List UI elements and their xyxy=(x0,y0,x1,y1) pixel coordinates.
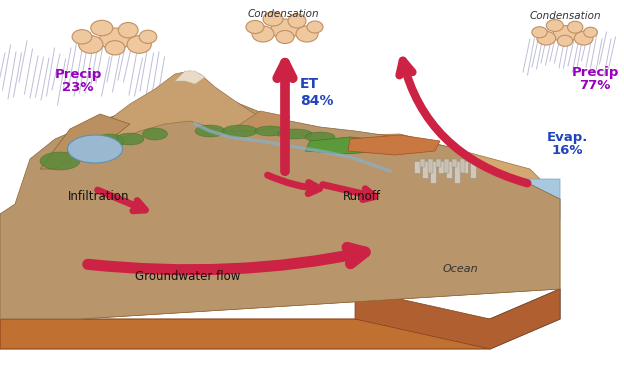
Text: Ocean: Ocean xyxy=(442,264,478,274)
Ellipse shape xyxy=(307,21,323,33)
FancyArrowPatch shape xyxy=(323,185,375,200)
FancyArrowPatch shape xyxy=(88,247,365,270)
Polygon shape xyxy=(330,169,560,249)
Text: 16%: 16% xyxy=(551,144,583,157)
Polygon shape xyxy=(0,289,560,349)
Ellipse shape xyxy=(105,41,125,55)
Bar xyxy=(428,159,433,173)
Bar xyxy=(470,161,476,178)
Ellipse shape xyxy=(263,12,283,26)
Polygon shape xyxy=(348,135,440,155)
Text: Groundwater flow: Groundwater flow xyxy=(135,269,241,282)
Ellipse shape xyxy=(252,26,274,42)
Ellipse shape xyxy=(67,144,102,158)
Bar xyxy=(436,159,441,167)
Bar xyxy=(422,161,428,178)
Polygon shape xyxy=(305,137,390,154)
Ellipse shape xyxy=(296,26,318,42)
Ellipse shape xyxy=(223,125,258,137)
FancyArrowPatch shape xyxy=(399,61,527,183)
Ellipse shape xyxy=(255,126,285,136)
Polygon shape xyxy=(0,134,560,319)
Ellipse shape xyxy=(127,36,151,53)
Bar xyxy=(462,161,468,173)
Bar xyxy=(438,161,444,173)
FancyArrowPatch shape xyxy=(268,175,319,194)
Bar xyxy=(454,161,460,183)
Ellipse shape xyxy=(91,20,113,36)
Polygon shape xyxy=(230,111,290,131)
Ellipse shape xyxy=(271,19,299,39)
Text: Condensation: Condensation xyxy=(529,11,601,21)
Ellipse shape xyxy=(79,36,103,53)
Ellipse shape xyxy=(195,125,225,137)
Ellipse shape xyxy=(288,14,306,28)
Polygon shape xyxy=(0,79,560,319)
Bar xyxy=(420,159,425,167)
Ellipse shape xyxy=(139,30,157,44)
Polygon shape xyxy=(40,114,130,169)
Text: 84%: 84% xyxy=(300,94,333,108)
Text: Runoff: Runoff xyxy=(343,190,381,202)
Ellipse shape xyxy=(72,30,92,44)
Ellipse shape xyxy=(95,134,125,148)
FancyArrowPatch shape xyxy=(97,190,145,211)
Polygon shape xyxy=(0,214,80,319)
Ellipse shape xyxy=(116,133,144,145)
Ellipse shape xyxy=(532,27,547,38)
Ellipse shape xyxy=(537,31,555,45)
Text: Precip: Precip xyxy=(54,68,102,81)
Text: Infiltration: Infiltration xyxy=(68,191,130,204)
Text: Condensation: Condensation xyxy=(247,9,319,19)
Ellipse shape xyxy=(583,27,597,38)
Bar xyxy=(414,161,420,173)
Bar xyxy=(452,159,457,167)
Ellipse shape xyxy=(276,30,294,44)
FancyArrowPatch shape xyxy=(277,63,293,171)
Ellipse shape xyxy=(574,31,593,45)
Ellipse shape xyxy=(40,152,80,170)
Polygon shape xyxy=(60,71,270,161)
Ellipse shape xyxy=(100,28,130,50)
Polygon shape xyxy=(355,289,560,349)
Bar xyxy=(430,161,436,183)
Ellipse shape xyxy=(546,20,563,31)
Text: ET: ET xyxy=(300,77,319,91)
Ellipse shape xyxy=(246,20,264,33)
Bar xyxy=(444,159,449,173)
Ellipse shape xyxy=(568,21,583,33)
Text: 23%: 23% xyxy=(62,81,94,94)
Text: Evap.: Evap. xyxy=(547,131,588,144)
Text: Precip: Precip xyxy=(572,66,618,79)
Polygon shape xyxy=(175,71,205,84)
Ellipse shape xyxy=(119,22,138,38)
Ellipse shape xyxy=(305,132,335,142)
Bar xyxy=(460,159,465,173)
Ellipse shape xyxy=(553,25,577,42)
Ellipse shape xyxy=(67,135,122,163)
Text: 77%: 77% xyxy=(579,79,611,92)
Ellipse shape xyxy=(142,128,167,140)
Ellipse shape xyxy=(278,129,313,139)
Polygon shape xyxy=(490,289,560,349)
Bar xyxy=(446,161,452,178)
Ellipse shape xyxy=(557,35,573,46)
